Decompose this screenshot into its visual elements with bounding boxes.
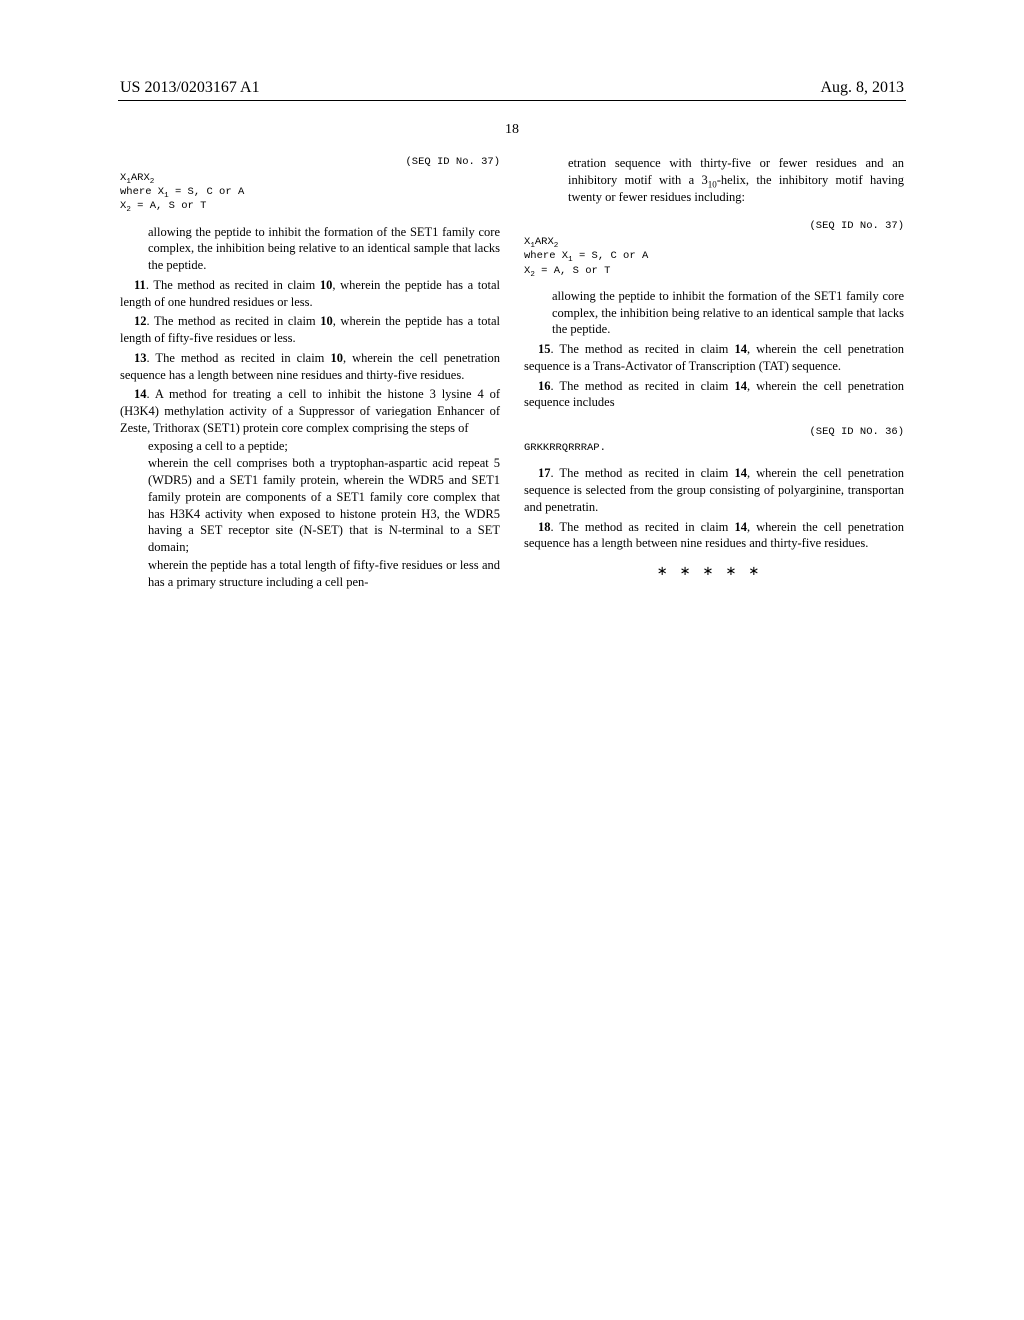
claim-number: 12 xyxy=(134,314,147,328)
publication-number: US 2013/0203167 A1 xyxy=(120,79,260,97)
claim-text: . The method as recited in claim xyxy=(147,351,331,365)
content-area: (SEQ ID No. 37) X1ARX2 where X1 = S, C o… xyxy=(120,155,904,590)
claim-ref: 14 xyxy=(734,379,747,393)
claim-14-step3: wherein the peptide has a total length o… xyxy=(148,557,500,591)
claim-intro: . A method for treating a cell to inhibi… xyxy=(120,387,500,435)
allow-text: allowing the peptide to inhibit the form… xyxy=(552,288,904,338)
claim-14-continuation: etration sequence with thirty-five or fe… xyxy=(568,155,904,205)
claim-text: . The method as recited in claim xyxy=(551,520,735,534)
claim-16: 16. The method as recited in claim 14, w… xyxy=(524,378,904,412)
claim-step-text: allowing the peptide to inhibit the form… xyxy=(148,224,500,274)
claim-14-step1: exposing a cell to a peptide; xyxy=(148,438,500,455)
claim-text: . The method as recited in claim xyxy=(551,379,735,393)
claim-number: 11 xyxy=(134,278,146,292)
claim-13: 13. The method as recited in claim 10, w… xyxy=(120,350,500,384)
claim-number: 16 xyxy=(538,379,551,393)
claim-12: 12. The method as recited in claim 10, w… xyxy=(120,313,500,347)
claim-text: . The method as recited in claim xyxy=(146,278,320,292)
claim-number: 15 xyxy=(538,342,551,356)
claim-ref: 10 xyxy=(330,351,343,365)
header-rule xyxy=(118,100,906,101)
claim-ref: 14 xyxy=(734,520,747,534)
claim-ref: 14 xyxy=(734,342,747,356)
page-number: 18 xyxy=(505,122,519,138)
claim-ref: 10 xyxy=(320,314,333,328)
claim-text: . The method as recited in claim xyxy=(551,342,735,356)
claim-18: 18. The method as recited in claim 14, w… xyxy=(524,519,904,553)
end-marker: ∗∗∗∗∗ xyxy=(524,562,904,579)
claim-14-step2: wherein the cell comprises both a trypto… xyxy=(148,455,500,556)
allow-text: allowing the peptide to inhibit the form… xyxy=(148,224,500,274)
claim-ref: 14 xyxy=(734,466,747,480)
claim-14: 14. A method for treating a cell to inhi… xyxy=(120,386,500,436)
claim-17: 17. The method as recited in claim 14, w… xyxy=(524,465,904,515)
claim-number: 18 xyxy=(538,520,551,534)
claim-number: 14 xyxy=(134,387,147,401)
left-column: (SEQ ID No. 37) X1ARX2 where X1 = S, C o… xyxy=(120,155,500,590)
claim-text: . The method as recited in claim xyxy=(147,314,321,328)
seq-block: X1ARX2 where X1 = S, C or A X2 = A, S or… xyxy=(524,235,904,278)
claim-number: 17 xyxy=(538,466,551,480)
claim-11: 11. The method as recited in claim 10, w… xyxy=(120,277,500,311)
claim-15: 15. The method as recited in claim 14, w… xyxy=(524,341,904,375)
seq-block: GRKKRRQRRRAP. xyxy=(524,441,904,455)
seq-id-label: (SEQ ID No. 37) xyxy=(120,155,500,169)
publication-date: Aug. 8, 2013 xyxy=(820,79,904,97)
claim-ref: 10 xyxy=(320,278,333,292)
right-column: etration sequence with thirty-five or fe… xyxy=(524,155,904,590)
claim-text: . The method as recited in claim xyxy=(551,466,735,480)
seq-block: X1ARX2 where X1 = S, C or A X2 = A, S or… xyxy=(120,171,500,214)
seq-id-label: (SEQ ID No. 37) xyxy=(524,219,904,233)
seq-id-label: (SEQ ID NO. 36) xyxy=(524,425,904,439)
claim-number: 13 xyxy=(134,351,147,365)
